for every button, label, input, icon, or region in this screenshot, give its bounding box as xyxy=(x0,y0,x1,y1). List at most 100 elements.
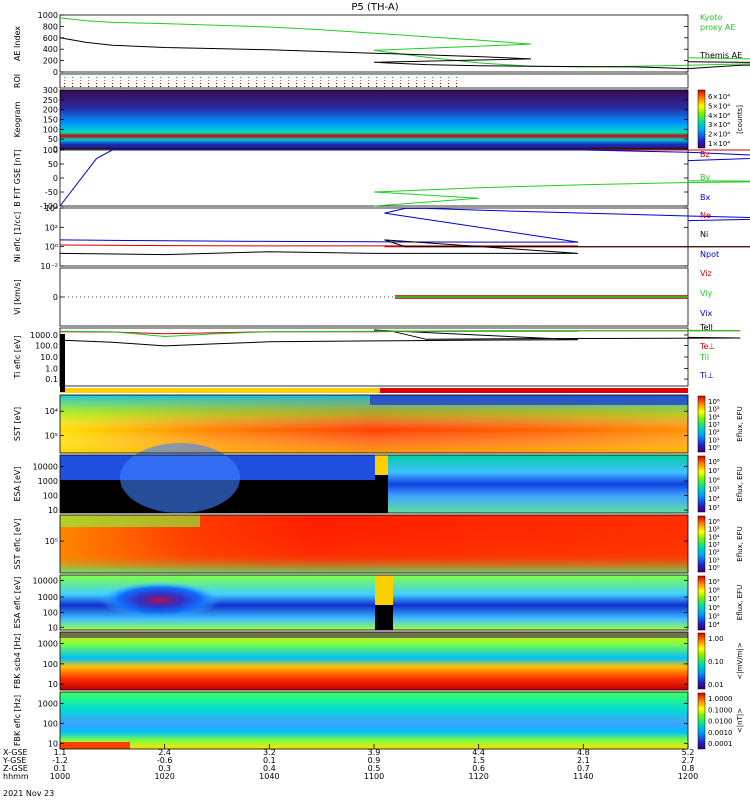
y-tick-label-esa-ion: 10000 xyxy=(33,463,58,472)
roi-dot xyxy=(232,83,233,84)
roi-dot xyxy=(336,83,337,84)
roi-dot xyxy=(384,77,385,78)
y-tick-label-keogram: 0 xyxy=(53,145,58,154)
roi-dot xyxy=(400,77,401,78)
x-tick-label: 1120 xyxy=(468,772,488,781)
roi-dot xyxy=(352,80,353,81)
x-axis-value: 0.8 xyxy=(682,764,695,773)
roi-dot xyxy=(112,83,113,84)
panel-frame-fbk-b xyxy=(59,631,689,691)
roi-dot xyxy=(112,86,113,87)
roi-dot xyxy=(88,80,89,81)
colorbar-tick-esa-elec: 10⁷ xyxy=(708,595,720,603)
y-tick-label-fbk-b: 10 xyxy=(48,680,58,689)
roi-dot xyxy=(448,77,449,78)
y-tick-label-keogram: 200 xyxy=(43,106,58,115)
y-tick-label-fbk-e: 100 xyxy=(43,719,58,728)
roi-dot xyxy=(72,80,73,81)
roi-dot xyxy=(224,86,225,87)
roi-dot xyxy=(144,83,145,84)
roi-dot xyxy=(424,80,425,81)
roi-dot xyxy=(168,77,169,78)
y-tick-label-ae: 200 xyxy=(43,57,58,66)
colorbar-label-esa-ion: Eflux, EFU xyxy=(736,466,744,501)
colorbar-tick-fbk-e: 0.0001 xyxy=(708,740,733,748)
roi-dot xyxy=(184,77,185,78)
legend-entry-ti: Ti⊥ xyxy=(699,371,714,380)
legend-entry-ni: Ne xyxy=(700,211,711,220)
roi-dot xyxy=(320,77,321,78)
roi-dot xyxy=(272,83,273,84)
roi-dot xyxy=(256,80,257,81)
y-tick-label-esa-ion: 100 xyxy=(43,492,58,501)
roi-dot xyxy=(192,80,193,81)
colorbar-tick-keogram: 1×10⁴ xyxy=(708,140,730,148)
panel-frame-bfit xyxy=(59,149,689,207)
roi-dot xyxy=(64,77,65,78)
roi-dot xyxy=(288,80,289,81)
colorbar-tick-fbk-e: 0.0010 xyxy=(708,729,733,737)
vi-data-band-green xyxy=(394,296,688,298)
roi-dot xyxy=(296,77,297,78)
panel-frame-ti xyxy=(59,327,689,387)
y-tick-label-bfit: -100 xyxy=(40,202,58,211)
roi-dot xyxy=(336,80,337,81)
roi-dot xyxy=(112,77,113,78)
x-tick-label: 1040 xyxy=(259,772,279,781)
roi-dot xyxy=(280,83,281,84)
y-tick-label-keogram: 250 xyxy=(43,96,58,105)
roi-dot xyxy=(264,80,265,81)
x-axis-value: 4.4 xyxy=(472,748,485,757)
legend-entry-bfit: Bz xyxy=(700,150,710,159)
colorbar-label-fbk-e: <|nT|> xyxy=(736,708,744,733)
roi-dot xyxy=(104,86,105,87)
roi-dot xyxy=(248,83,249,84)
y-tick-label-bfit: -50 xyxy=(45,188,58,197)
roi-dot xyxy=(104,77,105,78)
colorbar-tick-keogram: 5×10⁴ xyxy=(708,102,730,110)
roi-dot xyxy=(80,86,81,87)
roi-dot xyxy=(456,83,457,84)
roi-dot xyxy=(272,86,273,87)
y-tick-label-ae: 400 xyxy=(43,45,58,54)
roi-dot xyxy=(392,86,393,87)
roi-dot xyxy=(152,77,153,78)
data-series xyxy=(59,17,750,347)
roi-dot xyxy=(344,80,345,81)
y-tick-label-ti: 1000.0 xyxy=(30,331,58,340)
roi-dot xyxy=(240,83,241,84)
x-axis-value: 2.7 xyxy=(682,756,695,765)
roi-dot xyxy=(88,77,89,78)
roi-dot xyxy=(368,86,369,87)
roi-dot xyxy=(104,83,105,84)
colorbar-label-fbk-b: <|mV/m|> xyxy=(736,642,744,679)
x-axis-value: 5.2 xyxy=(682,748,695,757)
x-axis-value: 0.6 xyxy=(472,764,485,773)
y-tick-label-bfit: 0 xyxy=(53,174,58,183)
roi-dot xyxy=(408,83,409,84)
roi-dot xyxy=(360,77,361,78)
roi-dot xyxy=(456,77,457,78)
colorbars xyxy=(697,89,706,750)
colorbar-tick-esa-elec: 10⁸ xyxy=(708,587,720,595)
roi-dot xyxy=(216,80,217,81)
y-tick-label-esa-ion: 10 xyxy=(48,506,58,515)
colorbar-tick-sst-elec: 10⁴ xyxy=(708,533,720,541)
roi-dot xyxy=(288,77,289,78)
roi-dot xyxy=(264,77,265,78)
roi-dot xyxy=(160,77,161,78)
y-tick-label-ti: 1.0 xyxy=(45,365,58,374)
legend-entry-ti: Tell xyxy=(699,323,713,332)
roi-dot xyxy=(360,80,361,81)
y-tick-label-ti: 10.0 xyxy=(40,353,58,362)
y-tick-label-ae: 600 xyxy=(43,34,58,43)
colorbar-tick-esa-ion: 10⁵ xyxy=(708,486,720,494)
series-line-ti-Ti xyxy=(59,329,741,338)
roi-dot xyxy=(448,83,449,84)
legend-entry-ae: proxy AE xyxy=(700,23,735,32)
x-axis-table: X-GSEY-GSEZ-GSEhhmm1.1-1.20.110002.4-0.6… xyxy=(2,744,698,781)
roi-dot xyxy=(128,83,129,84)
series-line-ae-Themis-AE xyxy=(59,37,750,70)
roi-dot xyxy=(368,83,369,84)
y-tick-label-sst-elec: 10⁵ xyxy=(45,537,58,546)
